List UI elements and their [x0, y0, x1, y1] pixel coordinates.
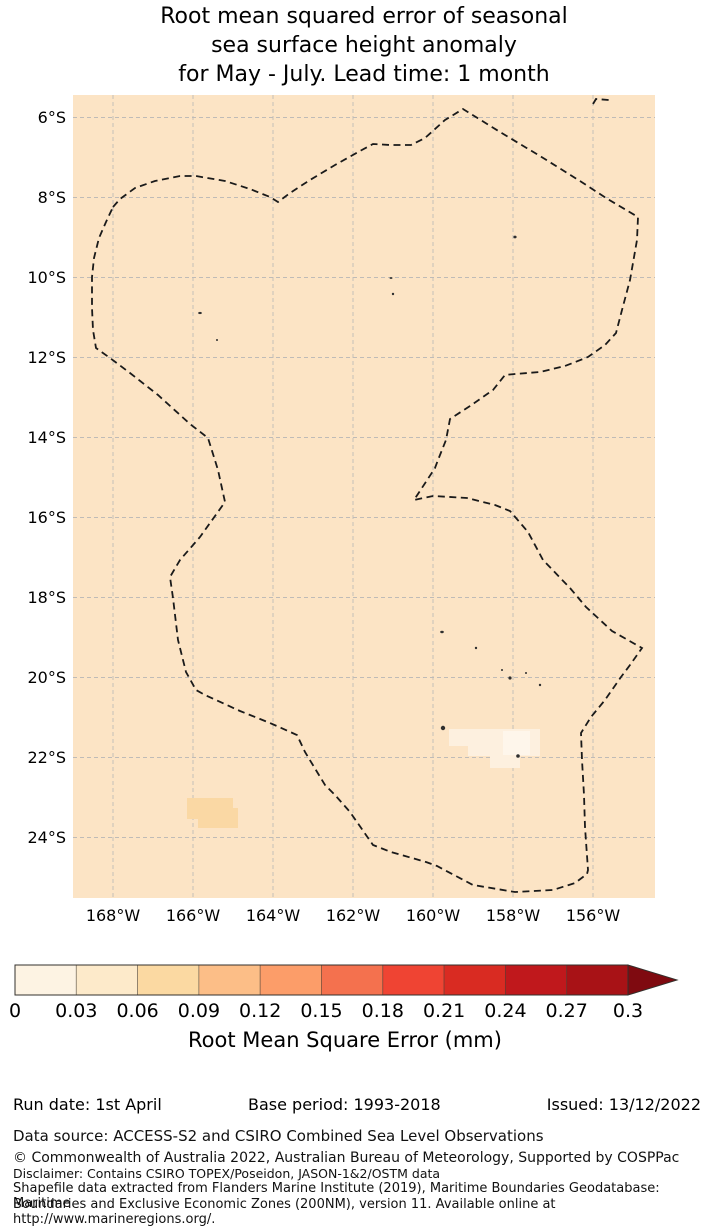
island-dot	[198, 311, 202, 315]
lat-tick-label: 12°S	[27, 348, 66, 367]
colorbar-bin	[566, 964, 629, 996]
lat-tick-label: 20°S	[27, 668, 66, 687]
colorbar-tick: 0.21	[422, 1000, 466, 1022]
island-dot	[391, 292, 395, 296]
colorbar-tick: 0.24	[484, 1000, 527, 1022]
issued-date: Issued: 13/12/2022	[546, 1095, 701, 1114]
ocean-field	[73, 95, 655, 898]
colorbar-tick: 0.09	[177, 1000, 221, 1022]
rmse-patch-light	[449, 729, 540, 768]
figure-title-line3: for May - July. Lead time: 1 month	[178, 62, 550, 87]
colorbar-bin	[382, 964, 445, 996]
lat-tick-label: 22°S	[27, 748, 66, 767]
rmse-patch-lightest	[503, 731, 530, 755]
island-dots	[198, 235, 542, 758]
lon-tick-label: 166°W	[165, 906, 221, 925]
colorbar-tick: 0.18	[361, 1000, 404, 1022]
lon-tick-label: 164°W	[245, 906, 301, 925]
lat-tick-label: 8°S	[37, 188, 66, 207]
copyright-line: © Commonwealth of Australia 2022, Austra…	[13, 1150, 680, 1166]
colorbar-bin	[137, 964, 200, 996]
colorbar-tick: 0.12	[239, 1000, 282, 1022]
colorbar-bin	[198, 964, 261, 996]
island-dot	[216, 339, 218, 341]
figure-title-line2: sea surface height anomaly	[211, 33, 517, 58]
map-canvas	[73, 95, 655, 898]
colorbar-tick: 0.15	[300, 1000, 343, 1022]
lon-tick-label: 168°W	[85, 906, 141, 925]
colorbar-bin	[504, 964, 568, 996]
colorbar-bin	[259, 964, 322, 996]
colorbar-bin	[443, 964, 506, 996]
figure-title: Root mean squared error of seasonal sea …	[73, 2, 655, 89]
lon-tick-label: 162°W	[325, 906, 381, 925]
eez-boundary-path	[91, 107, 644, 893]
lat-tick-label: 16°S	[27, 508, 66, 527]
lon-tick-label: 160°W	[405, 906, 461, 925]
lon-tick-label: 158°W	[485, 906, 541, 925]
island-dot	[501, 669, 503, 671]
lat-tick-label: 18°S	[27, 588, 66, 607]
disclaimer-line: Disclaimer: Contains CSIRO TOPEX/Poseido…	[13, 1166, 441, 1181]
colorbar-tick: 0.06	[116, 1000, 159, 1022]
rmse-patch-orange	[187, 798, 238, 828]
island-dot	[440, 725, 446, 731]
island-dot	[474, 646, 478, 650]
data-source-line: Data source: ACCESS-S2 and CSIRO Combine…	[13, 1127, 544, 1145]
colorbar-bin	[14, 964, 77, 996]
colorbar-tick: 0.3	[612, 1000, 644, 1022]
run-date: Run date: 1st April	[13, 1095, 162, 1114]
colorbar-extend-arrow	[627, 964, 679, 996]
shapefile-line-2: Boundaries and Exclusive Economic Zones …	[13, 1197, 556, 1227]
island-dot	[389, 277, 393, 279]
colorbar-tick: 0.03	[55, 1000, 98, 1022]
island-dot	[508, 676, 512, 680]
eez-boundary-top-fragment	[592, 98, 610, 105]
eez-boundary	[91, 98, 644, 893]
lat-tick-label: 6°S	[37, 108, 66, 127]
lon-tick-label: 156°W	[565, 906, 621, 925]
shapefile-line-1: Shapefile data extracted from Flanders M…	[13, 1181, 660, 1211]
colorbar-tick: 0	[8, 1000, 22, 1022]
base-period: Base period: 1993-2018	[248, 1095, 441, 1114]
island-dot	[525, 672, 527, 674]
lat-tick-label: 10°S	[27, 268, 66, 287]
island-dot	[538, 683, 542, 687]
island-dot	[440, 630, 444, 634]
lat-tick-label: 14°S	[27, 428, 66, 447]
colorbar-bin	[75, 964, 138, 996]
colorbar-tick: 0.27	[545, 1000, 588, 1022]
colorbar-label: Root Mean Square Error (mm)	[188, 1028, 502, 1052]
colorbar-frame	[14, 964, 629, 996]
lat-tick-label: 24°S	[27, 828, 66, 847]
colorbar-bin	[321, 964, 384, 996]
island-dot	[513, 235, 517, 239]
figure-title-line1: Root mean squared error of seasonal	[160, 4, 568, 29]
island-dot	[516, 754, 520, 758]
colorbar	[14, 964, 679, 996]
